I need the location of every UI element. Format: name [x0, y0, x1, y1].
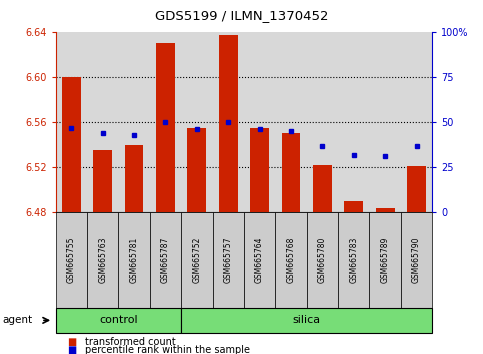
Text: GSM665768: GSM665768 [286, 237, 296, 284]
Text: silica: silica [293, 315, 321, 325]
Text: GSM665787: GSM665787 [161, 237, 170, 284]
Bar [93, 150, 112, 212]
Text: agent: agent [2, 315, 32, 325]
Bar [156, 43, 175, 212]
Bar [125, 145, 143, 212]
Text: ■: ■ [68, 337, 77, 347]
Text: GSM665752: GSM665752 [192, 237, 201, 284]
Bar [407, 166, 426, 212]
Bar [62, 77, 81, 212]
Text: GSM665763: GSM665763 [98, 237, 107, 284]
Bar [282, 133, 300, 212]
Text: GSM665755: GSM665755 [67, 237, 76, 284]
Bar [344, 201, 363, 212]
Bar [219, 35, 238, 212]
Bar [250, 128, 269, 212]
Bar [313, 165, 332, 212]
Text: transformed count: transformed count [85, 337, 175, 347]
Text: GSM665757: GSM665757 [224, 237, 233, 284]
Bar [376, 208, 395, 212]
Text: percentile rank within the sample: percentile rank within the sample [85, 345, 250, 354]
Bar [187, 128, 206, 212]
Text: GSM665790: GSM665790 [412, 237, 421, 284]
Text: GSM665764: GSM665764 [255, 237, 264, 284]
Text: control: control [99, 315, 138, 325]
Text: ■: ■ [68, 345, 77, 354]
Text: GSM665781: GSM665781 [129, 237, 139, 283]
Text: GSM665783: GSM665783 [349, 237, 358, 284]
Text: GDS5199 / ILMN_1370452: GDS5199 / ILMN_1370452 [155, 9, 328, 22]
Text: GSM665780: GSM665780 [318, 237, 327, 284]
Text: GSM665789: GSM665789 [381, 237, 390, 284]
